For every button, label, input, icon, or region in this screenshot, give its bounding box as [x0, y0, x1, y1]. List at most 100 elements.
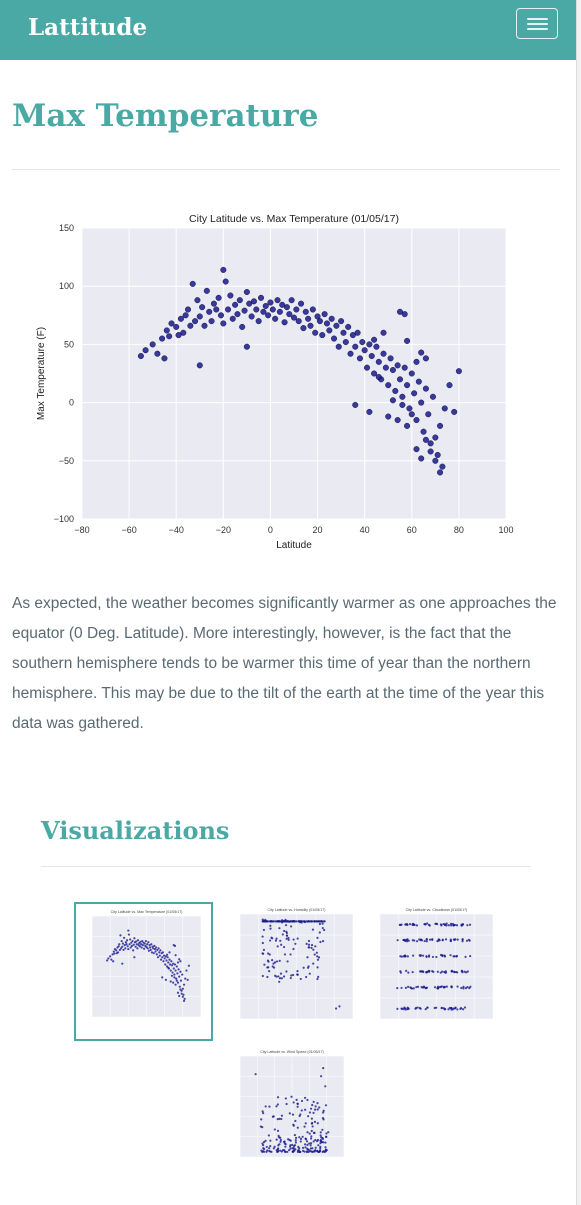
data-point [167, 966, 170, 969]
y-tick-label: 150 [59, 223, 74, 233]
data-point [288, 1138, 291, 1142]
data-point [308, 920, 311, 923]
x-tick-label: −60 [121, 525, 136, 535]
data-point [449, 954, 452, 957]
data-point [320, 920, 323, 923]
data-point [321, 940, 325, 943]
data-point [106, 959, 109, 962]
data-point [317, 956, 321, 959]
data-point [435, 955, 438, 959]
data-point [312, 1150, 315, 1153]
data-point [290, 1095, 293, 1098]
data-point [404, 1008, 407, 1011]
data-point [130, 941, 133, 944]
data-point [294, 1141, 298, 1144]
data-point [419, 939, 422, 942]
data-point [427, 923, 431, 926]
thumbnail-humidity[interactable]: City Latitude vs. Humidity (01/05/17) [224, 902, 363, 1041]
data-point [201, 322, 208, 329]
data-point [312, 1111, 315, 1114]
data-point [284, 924, 288, 927]
data-point [174, 983, 177, 986]
data-point [422, 385, 429, 392]
data-point [442, 1007, 445, 1010]
data-point [272, 962, 275, 965]
data-point [323, 920, 326, 923]
data-point [269, 306, 276, 313]
data-point [420, 428, 427, 435]
data-point [416, 985, 420, 988]
data-point [463, 1006, 467, 1009]
data-point [444, 938, 448, 941]
data-point [319, 332, 326, 339]
data-point [264, 918, 267, 921]
data-point [265, 1145, 268, 1149]
data-point [437, 422, 444, 429]
x-axis-label: Latitude [276, 540, 312, 551]
thumbnail-max-temperature[interactable]: City Latitude vs. Max Temperature (01/05… [74, 902, 213, 1041]
data-point [306, 1098, 309, 1102]
data-point [294, 1148, 297, 1151]
data-point [178, 994, 181, 998]
data-point [262, 1147, 265, 1150]
data-point [289, 976, 292, 980]
data-point [413, 417, 420, 424]
data-point [143, 942, 146, 945]
data-point [324, 1104, 328, 1107]
data-point [316, 966, 319, 969]
x-tick-label: 20 [313, 525, 323, 535]
data-point [142, 347, 149, 354]
data-point [297, 1145, 300, 1148]
data-point [312, 1140, 315, 1143]
data-point [254, 1073, 257, 1076]
chart-title: City Latitude vs. Max Temperature (01/05… [189, 213, 399, 225]
data-point [272, 1147, 275, 1150]
data-point [182, 312, 189, 319]
thumbnail-cloudiness[interactable]: City Latitude vs. Cloudiness (01/05/17) [364, 902, 503, 1041]
data-point [397, 376, 404, 383]
y-tick-label: −50 [59, 456, 74, 466]
data-point [432, 434, 439, 441]
data-point [155, 953, 158, 956]
data-point [401, 311, 408, 318]
data-point [308, 1132, 311, 1135]
data-point [318, 1106, 321, 1109]
data-point [283, 1142, 286, 1145]
data-point [281, 1149, 285, 1152]
data-point [271, 958, 274, 962]
data-point [401, 364, 408, 371]
hamburger-icon [527, 28, 548, 30]
data-point [289, 1144, 292, 1147]
data-point [450, 986, 453, 989]
data-point [119, 947, 123, 950]
brand-logo[interactable]: Lattitude [28, 14, 148, 41]
data-point [425, 940, 428, 943]
data-point [385, 382, 392, 389]
data-point [304, 1137, 307, 1140]
description-text: As expected, the weather becomes signifi… [12, 595, 557, 732]
data-point [292, 947, 295, 951]
data-point [380, 350, 387, 357]
data-point [295, 920, 298, 923]
data-point [450, 924, 453, 927]
data-point [419, 1007, 422, 1010]
data-point [111, 953, 114, 956]
data-point [150, 943, 153, 946]
data-point [127, 933, 131, 936]
data-point [434, 922, 437, 925]
data-point [342, 339, 349, 346]
data-point [161, 956, 164, 959]
data-point [170, 960, 173, 963]
divider [41, 866, 531, 867]
thumbnail-wind-speed[interactable]: City Latitude vs. Wind Speed (01/05/17) [224, 1044, 354, 1179]
menu-toggle-button[interactable] [516, 8, 558, 39]
data-point [287, 936, 290, 940]
scrollbar[interactable] [576, 0, 581, 1205]
data-point [322, 1141, 325, 1144]
data-point [323, 320, 330, 327]
data-point [291, 1143, 294, 1146]
data-point [291, 1150, 294, 1153]
data-point [305, 975, 308, 979]
data-point [279, 939, 282, 942]
data-point [307, 1148, 310, 1151]
